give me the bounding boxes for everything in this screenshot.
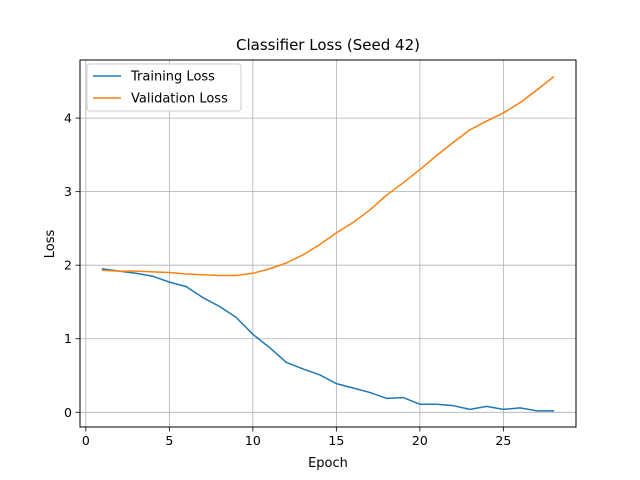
x-axis-label: Epoch xyxy=(308,456,348,471)
series-line-validation-loss xyxy=(101,75,555,277)
legend-label-validation-loss: Validation Loss xyxy=(131,92,228,107)
x-tick-label: 0 xyxy=(82,433,90,448)
legend-label-training-loss: Training Loss xyxy=(130,70,215,85)
legend: Training Loss Validation Loss xyxy=(86,63,242,112)
chart-title: Classifier Loss (Seed 42) xyxy=(236,36,420,54)
y-tick-label: 1 xyxy=(64,331,72,346)
y-tick-label: 3 xyxy=(64,184,72,199)
y-tick-label: 4 xyxy=(64,111,72,126)
x-tick-label: 5 xyxy=(165,433,173,448)
y-tick-label: 2 xyxy=(64,258,72,273)
x-tick-label: 15 xyxy=(328,433,344,448)
x-axis-ticks: 0 5 10 15 20 25 xyxy=(82,427,511,448)
series-lines xyxy=(101,75,555,412)
y-axis-label: Loss xyxy=(43,230,58,259)
y-axis-ticks: 0 1 2 3 4 xyxy=(64,111,80,420)
legend-box xyxy=(86,63,242,112)
x-tick-label: 10 xyxy=(245,433,261,448)
series-line-training-loss xyxy=(101,268,555,412)
x-tick-label: 25 xyxy=(495,433,511,448)
plot-frame xyxy=(79,59,577,428)
y-tick-label: 0 xyxy=(64,405,72,420)
x-tick-label: 20 xyxy=(412,433,428,448)
